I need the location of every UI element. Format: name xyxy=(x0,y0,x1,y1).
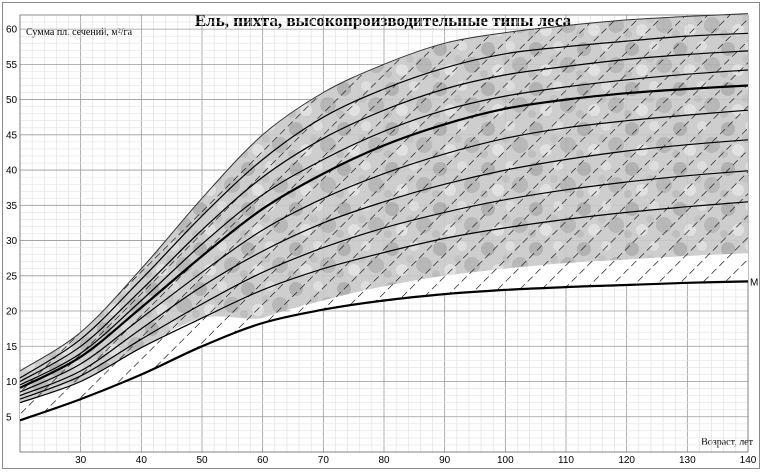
x-tick-30: 30 xyxy=(75,455,87,466)
series-line-9 xyxy=(19,280,749,422)
x-tick-100: 100 xyxy=(497,455,514,466)
y-tick-50: 50 xyxy=(6,95,18,106)
x-axis-label: Возраст, лет xyxy=(701,437,754,448)
y-tick-20: 20 xyxy=(6,307,18,318)
y-tick-10: 10 xyxy=(6,377,18,388)
series-line-6 xyxy=(19,139,749,397)
y-tick-15: 15 xyxy=(6,342,18,353)
white-band-area xyxy=(20,253,748,421)
band-upper-line xyxy=(19,13,749,372)
series-labels: M xyxy=(750,277,758,288)
series-label-m: M xyxy=(750,277,758,288)
series-line-3 xyxy=(19,69,749,386)
series-line-7 xyxy=(19,170,749,400)
x-tick-110: 110 xyxy=(558,455,574,466)
y-tick-30: 30 xyxy=(6,236,18,247)
tick-labels: 30 40 50 60 70 80 90 100 110 120 130 140 5 10 15 20 25 30… xyxy=(6,25,757,466)
y-axis-label: Сумма пл. сечений, м²/га xyxy=(26,27,133,38)
y-tick-60: 60 xyxy=(6,25,18,36)
x-tick-130: 130 xyxy=(679,455,696,466)
y-tick-25: 25 xyxy=(6,271,18,282)
series-line-5 xyxy=(19,109,749,393)
series-layer xyxy=(19,13,749,422)
y-tick-55: 55 xyxy=(6,60,18,71)
chart-title: Ель, пихта, высокопроизводительные типы … xyxy=(195,11,572,30)
series-line-2 xyxy=(19,50,749,383)
y-tick-40: 40 xyxy=(6,166,18,177)
y-tick-5: 5 xyxy=(6,412,12,423)
x-tick-70: 70 xyxy=(318,455,330,466)
x-tick-50: 50 xyxy=(196,455,208,466)
series-line-8 xyxy=(19,201,749,404)
series-line-1 xyxy=(19,32,749,379)
x-tick-60: 60 xyxy=(257,455,269,466)
y-tick-35: 35 xyxy=(6,201,18,212)
x-tick-90: 90 xyxy=(439,455,451,466)
shaded-band xyxy=(20,15,748,421)
y-tick-45: 45 xyxy=(6,130,18,141)
x-tick-120: 120 xyxy=(618,455,635,466)
series-line-4 xyxy=(19,84,749,389)
x-tick-80: 80 xyxy=(378,455,390,466)
x-tick-40: 40 xyxy=(136,455,148,466)
x-tick-140: 140 xyxy=(740,455,757,466)
